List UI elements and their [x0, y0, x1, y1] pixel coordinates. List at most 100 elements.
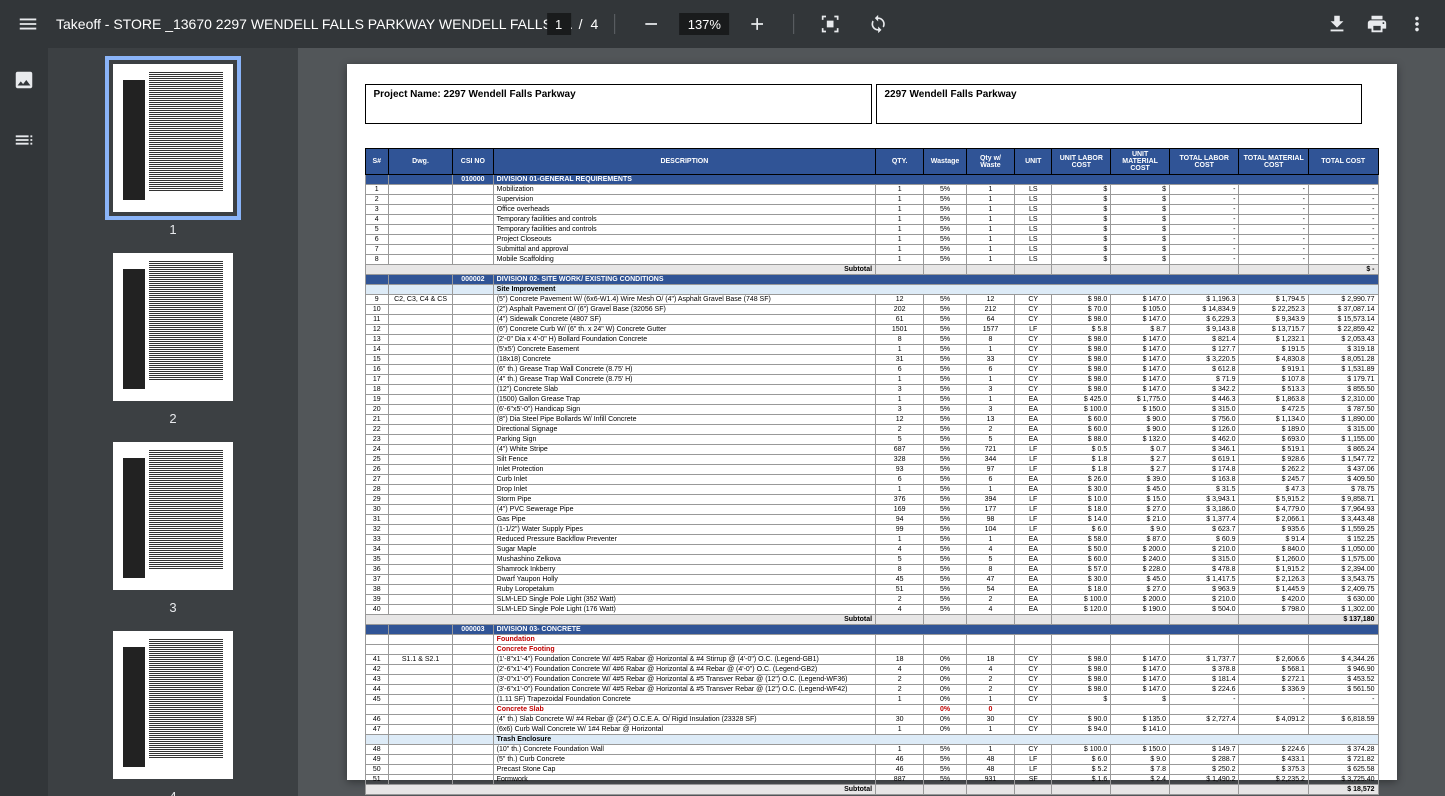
table-row: 4Temporary facilities and controls15%1LS… — [365, 215, 1378, 225]
table-row: 35Mushashino Zelkova55%5EA$ 60.0$ 240.0$… — [365, 555, 1378, 565]
table-row: 25Silt Fence3285%344LF$ 1.8$ 2.7$ 619.1$… — [365, 455, 1378, 465]
table-row: 46(4" th.) Slab Concrete W/ #4 Rebar @ (… — [365, 715, 1378, 725]
table-row: Concrete Slab0%0 — [365, 705, 1378, 715]
thumbnail-page-2[interactable] — [113, 253, 233, 401]
table-row: 12(6") Concrete Curb W/ (6" th. x 24" W)… — [365, 325, 1378, 335]
table-row: Subtotal$ 18,572 — [365, 785, 1378, 795]
table-row: 000002DIVISION 02- SITE WORK/ EXISTING C… — [365, 275, 1378, 285]
table-row: 29Storm Pipe3765%394LF$ 10.0$ 15.0$ 3,94… — [365, 495, 1378, 505]
pdf-page: Project Name: 2297 Wendell Falls Parkway… — [347, 64, 1397, 780]
table-row: 47(6x6) Curb Wall Concrete W/ 1#4 Rebar … — [365, 725, 1378, 735]
table-row: 16(6" th.) Grease Trap Wall Concrete (8.… — [365, 365, 1378, 375]
table-row: 41S1.1 & S2.1(1'-8"x1'-4") Foundation Co… — [365, 655, 1378, 665]
table-row: 5Temporary facilities and controls15%1LS… — [365, 225, 1378, 235]
table-row: 9C2, C3, C4 & CS(5") Concrete Pavement W… — [365, 295, 1378, 305]
table-row: 38Ruby Loropetalum515%54EA$ 18.0$ 27.0$ … — [365, 585, 1378, 595]
table-row: 34Sugar Maple45%4EA$ 50.0$ 200.0$ 210.0$… — [365, 545, 1378, 555]
table-row: 26Inlet Protection935%97LF$ 1.8$ 2.7$ 17… — [365, 465, 1378, 475]
thumbnail-page-1[interactable] — [113, 64, 233, 212]
thumbnail-number: 1 — [169, 222, 176, 237]
thumbnail-number: 3 — [169, 600, 176, 615]
thumbnail-page-4[interactable] — [113, 631, 233, 779]
fit-page-button[interactable] — [810, 4, 850, 44]
rotate-button[interactable] — [858, 4, 898, 44]
table-row: 3Office overheads15%1LS$$--- — [365, 205, 1378, 215]
table-row: 10(2") Asphalt Pavement O/ (6") Gravel B… — [365, 305, 1378, 315]
table-row: 31Gas Pipe945%98LF$ 14.0$ 21.0$ 1,377.4$… — [365, 515, 1378, 525]
menu-button[interactable] — [8, 4, 48, 44]
page-viewport[interactable]: Project Name: 2297 Wendell Falls Parkway… — [298, 48, 1445, 796]
table-row: 7Submittal and approval15%1LS$$--- — [365, 245, 1378, 255]
table-row: 30(4") PVC Sewerage Pipe1695%177LF$ 18.0… — [365, 505, 1378, 515]
more-button[interactable] — [1397, 4, 1437, 44]
table-row: 42(2'-6"x1'-4") Foundation Concrete W/ 4… — [365, 665, 1378, 675]
thumbnails-toggle[interactable] — [4, 60, 44, 100]
table-row: 27Curb Inlet65%6EA$ 26.0$ 39.0$ 163.8$ 2… — [365, 475, 1378, 485]
table-row: 48(10" th.) Concrete Foundation Wall15%1… — [365, 745, 1378, 755]
zoom-in-button[interactable] — [737, 4, 777, 44]
table-row: 40SLM-LED Single Pole Light (176 Watt)45… — [365, 605, 1378, 615]
table-row: 22Directional Signage25%2EA$ 60.0$ 90.0$… — [365, 425, 1378, 435]
table-row: 28Drop Inlet15%1EA$ 30.0$ 45.0$ 31.5$ 47… — [365, 485, 1378, 495]
sidebar-tools — [0, 48, 48, 796]
page-number-input[interactable] — [547, 13, 571, 35]
page-total: 4 — [591, 16, 599, 32]
table-row: 50Precast Stone Cap465%48LF$ 5.2$ 7.8$ 2… — [365, 765, 1378, 775]
col-header: UNIT MATERIAL COST — [1111, 149, 1170, 175]
table-row: 37Dwarf Yaupon Holly455%47EA$ 30.0$ 45.0… — [365, 575, 1378, 585]
table-row: 18(12") Concrete Slab35%3CY$ 98.0$ 147.0… — [365, 385, 1378, 395]
table-row: 1Mobilization15%1LS$$--- — [365, 185, 1378, 195]
table-row: Subtotal$ - — [365, 265, 1378, 275]
table-header-row: S#Dwg.CSI NODESCRIPTIONQTY.WastageQty w/… — [365, 149, 1378, 175]
outline-toggle[interactable] — [4, 120, 44, 160]
table-row: 32(1-1/2") Water Supply Pipes995%104LF$ … — [365, 525, 1378, 535]
table-row: Site Improvement — [365, 285, 1378, 295]
thumbnail-number: 4 — [169, 789, 176, 796]
table-row: 2Supervision15%1LS$$--- — [365, 195, 1378, 205]
thumbnail-panel: 1 2 3 4 — [48, 48, 298, 796]
project-name-box: Project Name: 2297 Wendell Falls Parkway — [365, 84, 872, 124]
document-title: Takeoff - STORE _13670 2297 WENDELL FALL… — [56, 16, 574, 32]
col-header: Wastage — [924, 149, 967, 175]
pdf-toolbar: Takeoff - STORE _13670 2297 WENDELL FALL… — [0, 0, 1445, 48]
zoom-input[interactable] — [679, 13, 729, 35]
takeoff-table: S#Dwg.CSI NODESCRIPTIONQTY.WastageQty w/… — [365, 148, 1379, 795]
col-header: TOTAL MATERIAL COST — [1239, 149, 1308, 175]
project-header-box: 2297 Wendell Falls Parkway — [876, 84, 1363, 124]
col-header: DESCRIPTION — [493, 149, 875, 175]
table-row: 20(6'-6"x5'-0") Handicap Sign35%3EA$ 100… — [365, 405, 1378, 415]
table-row: Subtotal$ 137,180 — [365, 615, 1378, 625]
table-row: 21(8") Dia Steel Pipe Bollards W/ Infill… — [365, 415, 1378, 425]
print-button[interactable] — [1357, 4, 1397, 44]
zoom-out-button[interactable] — [631, 4, 671, 44]
table-row: Concrete Footing — [365, 645, 1378, 655]
table-row: 44(3'-6"x1'-0") Foundation Concrete W/ 4… — [365, 685, 1378, 695]
col-header: QTY. — [876, 149, 924, 175]
col-header: Dwg. — [389, 149, 453, 175]
table-row: 43(3'-0"x1'-0") Foundation Concrete W/ 4… — [365, 675, 1378, 685]
table-row: Trash Enclosure — [365, 735, 1378, 745]
col-header: TOTAL LABOR COST — [1170, 149, 1239, 175]
table-row: 24(4") White Stripe6875%721LF$ 0.5$ 0.7$… — [365, 445, 1378, 455]
table-row: 11(4") Sidewalk Concrete (4807 SF)615%64… — [365, 315, 1378, 325]
table-row: 010000DIVISION 01-GENERAL REQUIREMENTS — [365, 175, 1378, 185]
table-row: 14(5'x5') Concrete Easement15%1CY$ 98.0$… — [365, 345, 1378, 355]
table-row: 19(1500) Gallon Grease Trap15%1EA$ 425.0… — [365, 395, 1378, 405]
table-row: 23Parking Sign55%5EA$ 88.0$ 132.0$ 462.0… — [365, 435, 1378, 445]
download-button[interactable] — [1317, 4, 1357, 44]
toolbar-divider — [614, 14, 615, 34]
page-separator: / — [579, 16, 583, 32]
toolbar-divider — [793, 14, 794, 34]
table-row: 33Reduced Pressure Backflow Preventer15%… — [365, 535, 1378, 545]
table-row: Foundation — [365, 635, 1378, 645]
table-row: 45(1.11 SF) Trapezoidal Foundation Concr… — [365, 695, 1378, 705]
thumbnail-number: 2 — [169, 411, 176, 426]
table-row: 15(18x18) Concrete315%33CY$ 98.0$ 147.0$… — [365, 355, 1378, 365]
col-header: UNIT LABOR COST — [1052, 149, 1111, 175]
table-row: 6Project Closeouts15%1LS$$--- — [365, 235, 1378, 245]
col-header: TOTAL COST — [1308, 149, 1378, 175]
thumbnail-page-3[interactable] — [113, 442, 233, 590]
col-header: CSI NO — [453, 149, 494, 175]
table-row: 000003DIVISION 03- CONCRETE — [365, 625, 1378, 635]
table-row: 51Formwork8875%931SF$ 1.6$ 2.4$ 1,490.2$… — [365, 775, 1378, 785]
